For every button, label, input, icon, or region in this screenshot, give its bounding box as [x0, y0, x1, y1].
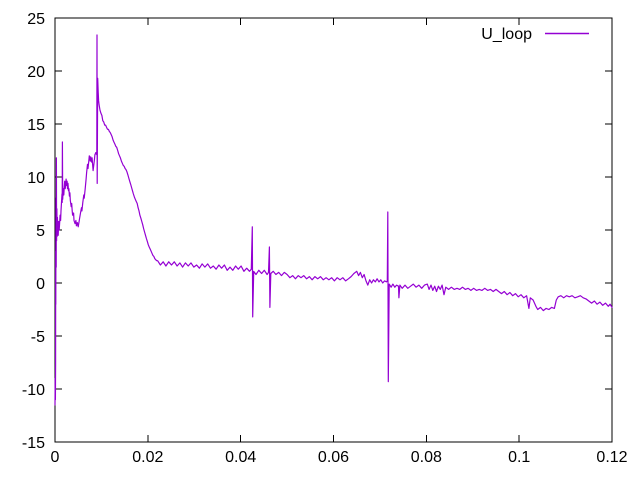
uloop-curve	[54, 34, 613, 406]
x-tick-label: 0.08	[411, 449, 442, 466]
plot-border	[54, 17, 613, 443]
y-tick-label: 10	[27, 170, 45, 187]
y-tick-label: 5	[36, 223, 45, 240]
y-tick-label: -5	[31, 329, 45, 346]
y-tick-label: -10	[22, 382, 45, 399]
x-tick-label: 0.12	[596, 449, 627, 466]
axis-tick-labels: 0 0.02 0.04 0.06 0.08 0.1 0.12 -15 -10 -5 0 5 10 15 20…	[22, 11, 628, 466]
x-tick-label: 0	[51, 449, 60, 466]
y-tick-label: 25	[27, 11, 45, 28]
x-tick-label: 0.06	[318, 449, 349, 466]
legend-label: U_loop	[481, 26, 532, 43]
plot-frame	[54, 17, 613, 443]
y-tick-label: -15	[22, 435, 45, 452]
x-tick-label: 0.04	[225, 449, 256, 466]
y-tick-label: 0	[36, 276, 45, 293]
x-tick-label: 0.1	[508, 449, 530, 466]
x-tick-label: 0.02	[132, 449, 163, 466]
legend: U_loop	[481, 26, 589, 43]
y-tick-label: 15	[27, 117, 45, 134]
y-tick-label: 20	[27, 64, 45, 81]
